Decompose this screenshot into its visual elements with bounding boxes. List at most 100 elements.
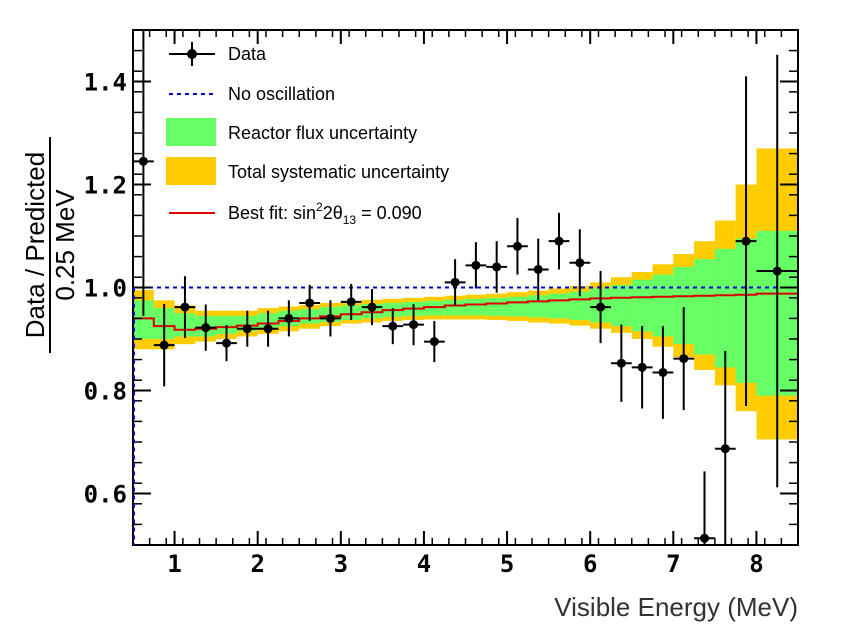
y-axis-label: Data / Predicted 0.25 MeV <box>20 137 80 353</box>
legend-total-swatch <box>166 157 216 185</box>
legend-data-marker <box>169 42 215 66</box>
data-points <box>133 30 798 545</box>
legend-reactor-label: Reactor flux uncertainty <box>228 123 417 143</box>
data-point <box>756 54 798 488</box>
data-point <box>361 289 383 326</box>
data-point-marker <box>222 338 232 348</box>
x-tick-label: 5 <box>500 550 514 578</box>
data-point-marker <box>772 266 782 276</box>
x-tick-label: 3 <box>334 550 348 578</box>
legend-no-osc-label: No oscillation <box>228 84 335 104</box>
data-point <box>340 283 362 320</box>
data-point-marker <box>263 324 273 334</box>
data-point-marker <box>616 358 626 368</box>
reactor-band-segment <box>610 284 632 327</box>
data-point <box>694 471 715 545</box>
data-point <box>133 30 154 316</box>
data-point <box>590 271 611 344</box>
x-tick-label: 4 <box>417 550 431 578</box>
data-point-marker <box>242 324 252 334</box>
data-point <box>382 308 404 345</box>
data-point <box>507 217 528 275</box>
data-point <box>257 310 279 347</box>
y-tick-label: 0.8 <box>84 378 127 406</box>
data-point-marker <box>575 258 585 268</box>
data-point <box>673 307 695 411</box>
x-tick-label: 1 <box>167 550 181 578</box>
legend-bestfit-label: Best fit: sin22θ13 = 0.090 <box>228 200 422 227</box>
reactor-band-segment <box>714 248 736 368</box>
data-point-marker <box>305 298 315 308</box>
reactor-band-segment <box>673 266 695 345</box>
axis-ticks <box>132 29 799 546</box>
data-point-marker <box>741 236 751 246</box>
x-tick-label: 8 <box>749 550 763 578</box>
data-point-marker <box>471 260 481 270</box>
y-axis-label-denominator: 0.25 MeV <box>50 189 80 301</box>
data-point-marker <box>533 264 543 274</box>
data-point-marker <box>201 323 211 333</box>
data-point <box>714 350 736 545</box>
x-tick-label: 7 <box>666 550 680 578</box>
data-point <box>444 259 466 306</box>
data-point-marker <box>284 313 294 323</box>
reactor-band-segment <box>652 274 674 337</box>
data-point <box>153 303 175 387</box>
data-point <box>569 229 591 297</box>
data-point <box>299 284 321 321</box>
data-point-marker <box>325 313 335 323</box>
reactor-band-segment <box>465 298 487 316</box>
data-point-marker <box>720 444 730 454</box>
data-point-marker <box>699 533 709 543</box>
reactor-band-segment <box>694 259 715 355</box>
data-point <box>320 300 341 337</box>
reactor-band-segment <box>216 315 237 334</box>
data-point <box>403 303 424 346</box>
data-point <box>652 326 674 419</box>
data-point-marker <box>450 277 460 287</box>
data-point-marker <box>346 297 356 307</box>
data-point <box>631 326 653 409</box>
data-point-marker <box>554 236 564 246</box>
reactor-band-segment <box>423 300 445 316</box>
data-point-marker <box>596 302 606 312</box>
data-point <box>216 325 237 362</box>
reactor-band-segment <box>133 300 154 339</box>
tick-labels: 1 2 3 4 5 6 7 8 0.6 0.8 1.0 1.2 1.4 <box>84 69 764 579</box>
data-point-marker <box>388 321 398 331</box>
data-point-marker <box>180 302 190 312</box>
legend-data-label: Data <box>228 44 267 64</box>
data-point <box>486 241 508 293</box>
data-point-marker <box>637 362 647 372</box>
x-tick-label: 2 <box>250 550 264 578</box>
legend-total-label: Total systematic uncertainty <box>228 162 449 182</box>
data-point-marker <box>367 302 377 312</box>
reactor-band-segment <box>444 299 466 316</box>
data-point-marker <box>512 241 522 251</box>
data-point-marker <box>159 340 169 350</box>
reactor-band-segment <box>507 296 528 317</box>
x-axis-label: Visible Energy (MeV) <box>554 592 798 622</box>
y-tick-label: 0.6 <box>84 481 127 509</box>
data-point <box>423 320 445 363</box>
y-tick-label: 1.4 <box>84 69 127 97</box>
data-point <box>174 276 196 338</box>
reactor-band-segment <box>486 297 508 316</box>
data-point <box>527 238 549 301</box>
data-point <box>236 310 258 347</box>
data-point <box>610 324 632 402</box>
data-point <box>735 76 757 406</box>
y-tick-label: 1.2 <box>84 172 127 200</box>
data-point <box>465 242 487 289</box>
data-point-marker <box>658 367 668 377</box>
data-point-marker <box>679 354 689 364</box>
data-point <box>195 304 217 351</box>
y-axis-label-numerator: Data / Predicted <box>20 152 50 338</box>
data-point-marker <box>138 156 148 166</box>
legend-reactor-swatch <box>166 118 216 146</box>
data-point-marker <box>492 262 502 272</box>
reactor-band-segment <box>631 279 653 332</box>
data-point <box>278 300 300 337</box>
y-tick-label: 1.0 <box>84 275 127 303</box>
